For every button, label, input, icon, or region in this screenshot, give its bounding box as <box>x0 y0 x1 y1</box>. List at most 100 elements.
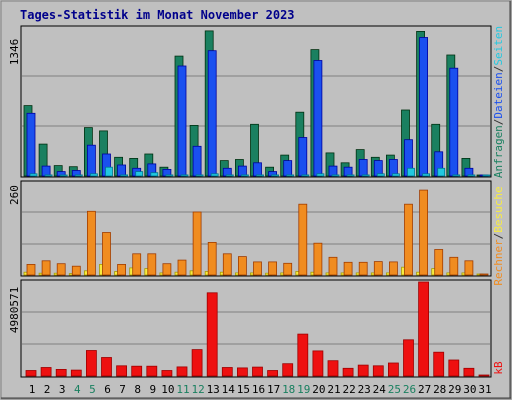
requests-dateien-bar-day-20 <box>313 60 323 177</box>
kb-kb-bar-day-13 <box>206 292 218 377</box>
visits-rechner-bar-day-30 <box>464 260 474 276</box>
kb-kb-bar-day-25 <box>387 362 399 377</box>
requests-seiten-bar-day-13 <box>210 173 219 177</box>
chart-title: Tages-Statistik im Monat November 2023 <box>20 8 295 22</box>
day-label-17: 17 <box>267 383 280 396</box>
visits-rechner-bar-day-9 <box>147 253 157 276</box>
requests-dateien-bar-day-18 <box>283 160 293 177</box>
kb-kb-bar-day-3 <box>55 368 67 377</box>
visits-rechner-bar-day-11 <box>177 259 187 276</box>
day-label-20: 20 <box>312 383 325 396</box>
visits-legend-item-0: Rechner <box>492 239 505 286</box>
requests-seiten-bar-day-9 <box>150 172 159 177</box>
visits-rechner-bar-day-23 <box>358 261 368 276</box>
visits-legend-item-2: Besuche <box>492 186 505 232</box>
kb-kb-bar-day-24 <box>372 365 384 377</box>
kb-kb-bar-day-9 <box>146 365 158 377</box>
visits-rechner-bar-day-24 <box>373 261 383 276</box>
panel-visits-legend: Rechner/Besuche <box>492 186 505 285</box>
visits-rechner-bar-day-18 <box>283 262 293 276</box>
kb-kb-bar-day-22 <box>342 367 354 377</box>
visits-rechner-bar-day-31 <box>479 273 489 276</box>
requests-seiten-bar-day-29 <box>452 174 461 177</box>
requests-seiten-bar-day-24 <box>376 173 385 177</box>
requests-seiten-bar-day-20 <box>316 173 325 177</box>
visits-rechner-bar-day-13 <box>207 241 217 276</box>
panel-kb-bars <box>25 281 490 377</box>
day-label-7: 7 <box>119 383 126 396</box>
kb-kb-bar-day-4 <box>70 369 82 377</box>
visits-rechner-bar-day-28 <box>434 249 444 276</box>
requests-legend-item-0: Anfragen <box>492 125 505 178</box>
day-label-26: 26 <box>403 383 416 396</box>
panel-kb-ymax-label: 4980571 <box>8 287 21 333</box>
requests-seiten-bar-day-7 <box>120 174 128 177</box>
requests-dateien-bar-day-7 <box>117 164 126 177</box>
visits-rechner-bar-day-4 <box>71 265 81 276</box>
day-label-19: 19 <box>297 383 310 396</box>
kb-kb-bar-day-26 <box>403 339 414 377</box>
requests-seiten-bar-day-16 <box>256 174 264 177</box>
visits-legend-item-1: / <box>492 233 505 240</box>
requests-dateien-bar-day-16 <box>253 162 262 177</box>
day-label-24: 24 <box>373 383 387 396</box>
requests-seiten-bar-day-4 <box>74 174 83 177</box>
requests-seiten-bar-day-2 <box>44 174 53 177</box>
visits-rechner-bar-day-1 <box>26 263 36 276</box>
panel-requests: 1346 Anfragen/Dateien/Seiten <box>8 25 505 178</box>
requests-dateien-bar-day-27 <box>419 37 429 177</box>
day-label-31: 31 <box>478 383 491 396</box>
visits-rechner-bar-day-14 <box>222 253 232 276</box>
requests-legend-item-4: Seiten <box>492 26 505 66</box>
day-label-28: 28 <box>433 383 446 396</box>
requests-seiten-bar-day-3 <box>59 174 68 177</box>
kb-kb-bar-day-2 <box>40 367 52 377</box>
visits-rechner-bar-day-17 <box>268 261 278 276</box>
panel-visits-bars <box>23 189 489 276</box>
kb-kb-bar-day-14 <box>221 367 233 377</box>
requests-dateien-bar-day-23 <box>358 159 368 177</box>
day-label-23: 23 <box>358 383 371 396</box>
requests-seiten-bar-day-28 <box>437 167 446 177</box>
day-label-1: 1 <box>29 383 36 396</box>
requests-seiten-bar-day-30 <box>467 174 476 177</box>
day-label-29: 29 <box>448 383 461 396</box>
day-label-11: 11 <box>176 383 189 396</box>
visits-rechner-bar-day-8 <box>132 253 142 276</box>
day-label-5: 5 <box>89 383 96 396</box>
panel-requests-ymax-label: 1346 <box>8 39 21 66</box>
visits-rechner-bar-day-7 <box>117 263 126 276</box>
visits-rechner-bar-day-22 <box>343 261 353 276</box>
panel-visits: 260 Rechner/Besuche <box>8 180 505 286</box>
kb-kb-bar-day-27 <box>418 281 430 377</box>
kb-kb-bar-day-16 <box>252 366 263 377</box>
requests-seiten-bar-day-23 <box>361 174 370 177</box>
kb-kb-bar-day-28 <box>433 351 445 377</box>
kb-kb-bar-day-15 <box>236 367 248 377</box>
requests-dateien-bar-day-1 <box>26 112 36 177</box>
requests-legend-item-2: Dateien <box>492 72 505 118</box>
day-label-4: 4 <box>74 383 81 396</box>
visits-rechner-bar-day-2 <box>41 260 51 276</box>
requests-seiten-bar-day-1 <box>29 173 38 177</box>
kb-kb-bar-day-20 <box>312 350 324 377</box>
requests-seiten-bar-day-22 <box>346 174 355 177</box>
day-label-14: 14 <box>222 383 236 396</box>
day-label-13: 13 <box>207 383 220 396</box>
kb-kb-bar-day-1 <box>25 370 37 377</box>
kb-kb-bar-day-30 <box>463 367 475 377</box>
kb-kb-bar-day-10 <box>161 370 173 377</box>
day-label-9: 9 <box>149 383 156 396</box>
visits-rechner-bar-day-5 <box>87 210 96 276</box>
requests-dateien-bar-day-11 <box>177 65 187 177</box>
day-label-25: 25 <box>388 383 401 396</box>
kb-kb-bar-day-18 <box>282 363 294 377</box>
day-label-15: 15 <box>237 383 250 396</box>
visits-rechner-bar-day-3 <box>56 263 66 276</box>
requests-seiten-bar-day-15 <box>240 174 249 177</box>
requests-seiten-bar-day-5 <box>90 173 98 177</box>
visits-rechner-bar-day-15 <box>237 256 247 276</box>
visits-rechner-bar-day-6 <box>102 232 111 276</box>
day-label-2: 2 <box>44 383 51 396</box>
